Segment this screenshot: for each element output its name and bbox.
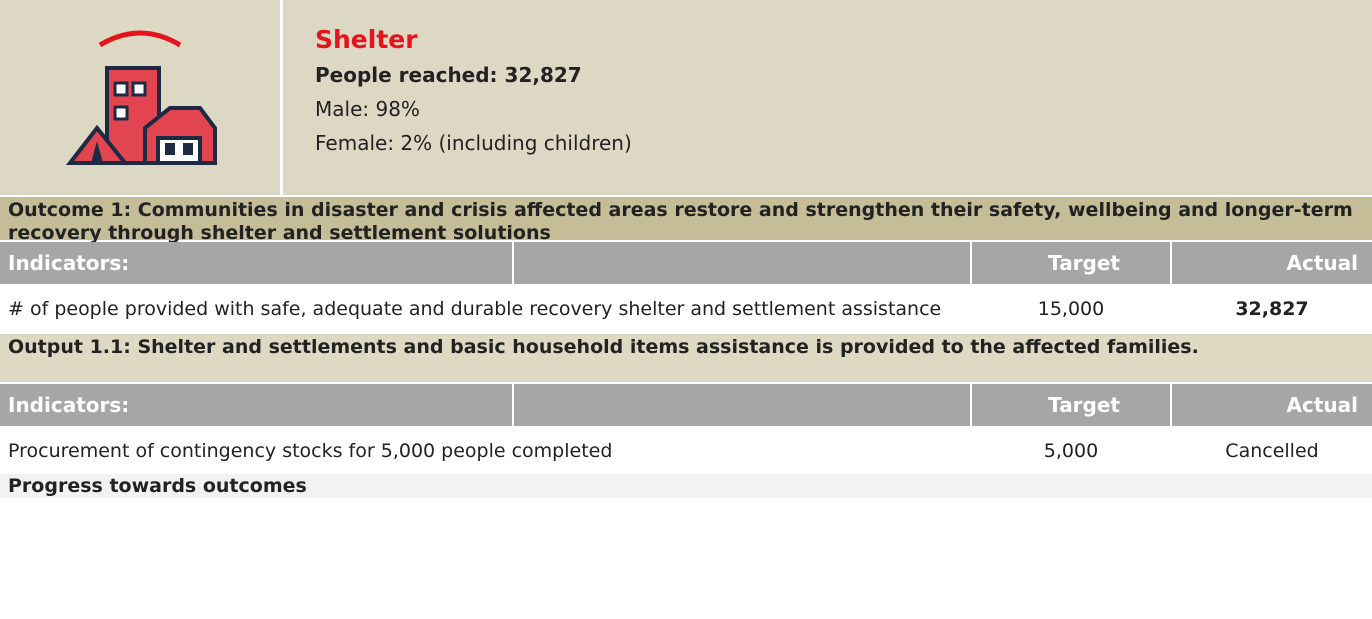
sections: Outcome 1: Communities in disaster and c… (0, 197, 1372, 474)
shelter-icon (65, 30, 217, 165)
section-title: Outcome 1: Communities in disaster and c… (0, 197, 1372, 244)
column-header: Indicators: (0, 384, 512, 426)
target: 5,000 (1043, 440, 1099, 462)
title: Shelter (315, 25, 418, 54)
male: Male: 98% (315, 97, 420, 121)
female: Female: 2% (including children) (315, 131, 632, 155)
target: 15,000 (1037, 298, 1105, 320)
section-title: Output 1.1: Shelter and settlements and … (0, 334, 1372, 382)
footer: Progress towards outcomes (0, 474, 1372, 498)
icon-cell (0, 0, 283, 195)
indicator: # of people provided with safe, adequate… (8, 297, 942, 320)
actual: 32,827 (1235, 298, 1309, 320)
column-header-row: Indicators: Target Actual (0, 384, 1372, 426)
column-header: Indicators: (0, 242, 512, 284)
data-row: Procurement of contingency stocks for 5,… (0, 428, 1372, 474)
column-header-blank (514, 384, 970, 426)
column-header: Target (972, 242, 1170, 284)
column-header: Target (972, 384, 1170, 426)
people-reached: People reached: 32,827 (315, 63, 582, 87)
column-header-blank (514, 242, 970, 284)
header: Shelter People reached: 32,827 Male: 98%… (0, 0, 1372, 195)
indicator: Procurement of contingency stocks for 5,… (8, 439, 613, 462)
actual: Cancelled (1225, 440, 1319, 462)
data-row: # of people provided with safe, adequate… (0, 286, 1372, 332)
column-header-row: Indicators: Target Actual (0, 242, 1372, 284)
header-text: Shelter People reached: 32,827 Male: 98%… (283, 0, 632, 195)
column-header: Actual (1172, 242, 1372, 284)
column-header: Actual (1172, 384, 1372, 426)
